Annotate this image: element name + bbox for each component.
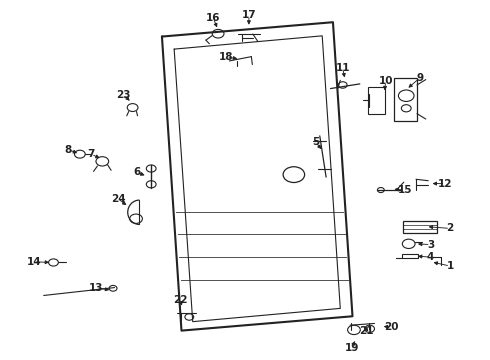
Text: 18: 18 <box>219 52 234 62</box>
Text: 8: 8 <box>65 144 72 154</box>
Text: 6: 6 <box>133 167 140 177</box>
Text: 24: 24 <box>111 194 125 204</box>
Text: 5: 5 <box>312 138 319 147</box>
Text: 9: 9 <box>416 73 423 83</box>
Text: 19: 19 <box>344 343 359 353</box>
Text: 4: 4 <box>427 252 434 262</box>
Text: 13: 13 <box>89 283 103 293</box>
Text: 2: 2 <box>446 224 454 233</box>
Bar <box>403 221 437 233</box>
Bar <box>402 254 418 258</box>
Text: 10: 10 <box>378 76 393 86</box>
Text: 17: 17 <box>242 10 256 20</box>
Text: 16: 16 <box>206 13 220 23</box>
Text: 23: 23 <box>117 90 131 100</box>
Text: 20: 20 <box>384 322 399 332</box>
Text: 12: 12 <box>438 179 453 189</box>
Text: 3: 3 <box>427 239 434 249</box>
Bar <box>393 78 417 121</box>
Text: 21: 21 <box>359 325 373 336</box>
Bar <box>368 87 386 114</box>
Text: 14: 14 <box>26 257 41 267</box>
Text: 1: 1 <box>446 261 454 271</box>
Text: 22: 22 <box>173 295 188 305</box>
Text: 11: 11 <box>336 63 350 73</box>
Text: 15: 15 <box>398 185 413 195</box>
Text: 7: 7 <box>87 149 95 159</box>
